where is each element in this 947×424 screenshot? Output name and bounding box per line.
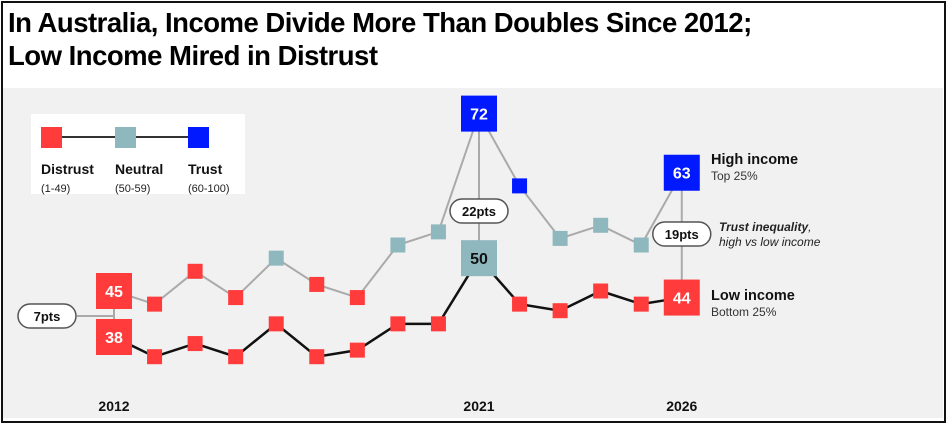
- gap-pill-2012: [17, 303, 77, 329]
- high-income-sublabel: Top 25%: [711, 169, 758, 183]
- chart-title: In Australia, Income Divide More Than Do…: [8, 6, 752, 72]
- high-income-marker-2025: [633, 237, 649, 253]
- low-income-marker-2014: [187, 336, 203, 352]
- high-income-marker-2013: [147, 296, 163, 312]
- low-income-marker-2025: [633, 296, 649, 312]
- high-income-marker-2023: [552, 230, 568, 246]
- title-line-1: In Australia, Income Divide More Than Do…: [8, 7, 752, 38]
- legend-swatch-distrust: [41, 127, 62, 148]
- low-income-marker-2023: [552, 303, 568, 319]
- high-income-value-label-2026: 63: [673, 166, 691, 183]
- low-income-marker-2017: [309, 349, 325, 365]
- high-income-marker-2014: [187, 263, 203, 279]
- gap-label-2026: 19pts: [665, 227, 699, 242]
- low-income-value-label-2012: 38: [105, 330, 123, 347]
- x-tick-2021: 2021: [463, 398, 494, 414]
- low-income-marker-2021: [461, 240, 497, 277]
- high-income-value-label-2012: 45: [105, 284, 123, 301]
- legend-label-trust: Trust: [188, 161, 223, 177]
- high-income-marker-2018: [349, 290, 365, 306]
- low-income-marker-2015: [228, 349, 244, 365]
- legend: Distrust (1-49) Neutral (50-59) Trust (6…: [31, 114, 245, 195]
- low-income-marker-2016: [268, 316, 284, 332]
- x-tick-2012: 2012: [98, 398, 129, 414]
- low-income-marker-2012: [96, 318, 132, 355]
- gap-label-2012: 7pts: [34, 309, 61, 324]
- high-income-marker-2019: [390, 237, 406, 253]
- low-income-marker-2019: [390, 316, 406, 332]
- gap-label-2021: 22pts: [462, 204, 496, 219]
- gap-note-bold: Trust inequality: [719, 220, 809, 234]
- legend-swatch-neutral: [115, 127, 136, 148]
- x-tick-2026: 2026: [666, 398, 697, 414]
- title-line-2: Low Income Mired in Distrust: [8, 40, 378, 71]
- high-income-marker-2020: [430, 224, 446, 240]
- series-markers: 45 72 63 38 50 44: [96, 95, 700, 365]
- legend-box: [31, 114, 245, 194]
- low-income-marker-2024: [593, 283, 609, 299]
- legend-range-distrust: (1-49): [41, 183, 70, 195]
- high-income-label: High income: [711, 152, 798, 168]
- low-income-sublabel: Bottom 25%: [711, 305, 777, 319]
- gap-note-comma: ,: [808, 220, 811, 234]
- low-income-marker-2020: [430, 316, 446, 332]
- low-income-marker-2018: [349, 342, 365, 358]
- high-income-value-label-2021: 72: [470, 107, 488, 124]
- low-income-marker-2022: [512, 296, 528, 312]
- high-income-marker-2016: [268, 250, 284, 266]
- high-income-marker-2015: [228, 290, 244, 306]
- gap-annotations: 7pts 22pts 19pts: [17, 198, 712, 329]
- series-labels: High income Top 25% Low income Bottom 25…: [711, 152, 821, 319]
- gap-pill-2021: [449, 198, 509, 224]
- low-income-marker-2013: [147, 349, 163, 365]
- legend-label-distrust: Distrust: [41, 161, 94, 177]
- gap-note-line-2: high vs low income: [719, 235, 821, 249]
- high-income-marker-2021: [461, 95, 497, 132]
- gap-pill-2026: [652, 221, 712, 247]
- low-income-value-label-2026: 44: [673, 291, 691, 308]
- high-income-marker-2026: [663, 154, 700, 191]
- x-axis-ticks: 2012 2021 2026: [98, 398, 697, 414]
- high-income-marker-2017: [309, 276, 325, 292]
- high-income-marker-2022: [512, 178, 528, 194]
- legend-label-neutral: Neutral: [115, 161, 163, 177]
- legend-range-neutral: (50-59): [115, 183, 150, 195]
- low-income-label: Low income: [711, 288, 795, 304]
- low-income-marker-2026: [663, 279, 700, 316]
- high-income-marker-2024: [593, 217, 609, 233]
- gap-note-line-1: Trust inequality,: [719, 220, 811, 234]
- legend-range-trust: (60-100): [188, 183, 230, 195]
- low-income-value-label-2021: 50: [470, 251, 488, 268]
- high-income-marker-2012: [96, 273, 132, 309]
- legend-swatch-trust: [188, 127, 209, 148]
